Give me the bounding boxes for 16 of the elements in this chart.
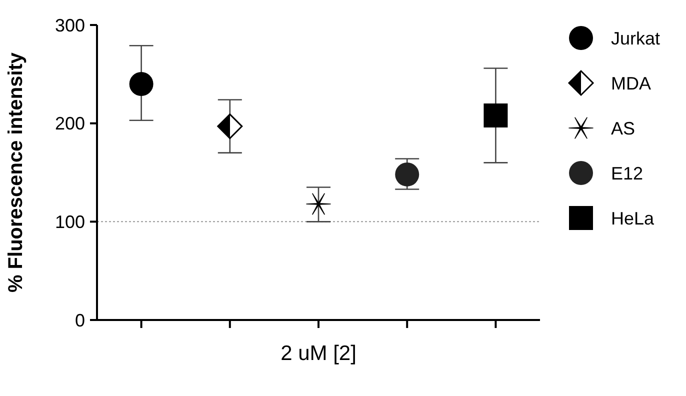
legend-label: E12 xyxy=(611,163,644,184)
y-tick-label: 200 xyxy=(54,114,85,134)
point xyxy=(306,193,331,215)
point xyxy=(129,72,154,96)
point xyxy=(217,114,243,140)
y-tick-label: 300 xyxy=(54,15,85,36)
x-axis-title: 2 uM [2] xyxy=(280,342,356,365)
y-axis-title: % Fluorescence intensity xyxy=(5,52,27,293)
y-tick-label: 0 xyxy=(74,310,85,330)
legend-label: AS xyxy=(611,118,636,138)
point xyxy=(395,162,420,186)
point xyxy=(484,103,508,128)
legend-label: MDA xyxy=(611,73,651,94)
y-tick-label: 100 xyxy=(54,212,85,232)
legend-label: Jurkat xyxy=(611,28,660,48)
legend-label: HeLa xyxy=(611,208,656,228)
